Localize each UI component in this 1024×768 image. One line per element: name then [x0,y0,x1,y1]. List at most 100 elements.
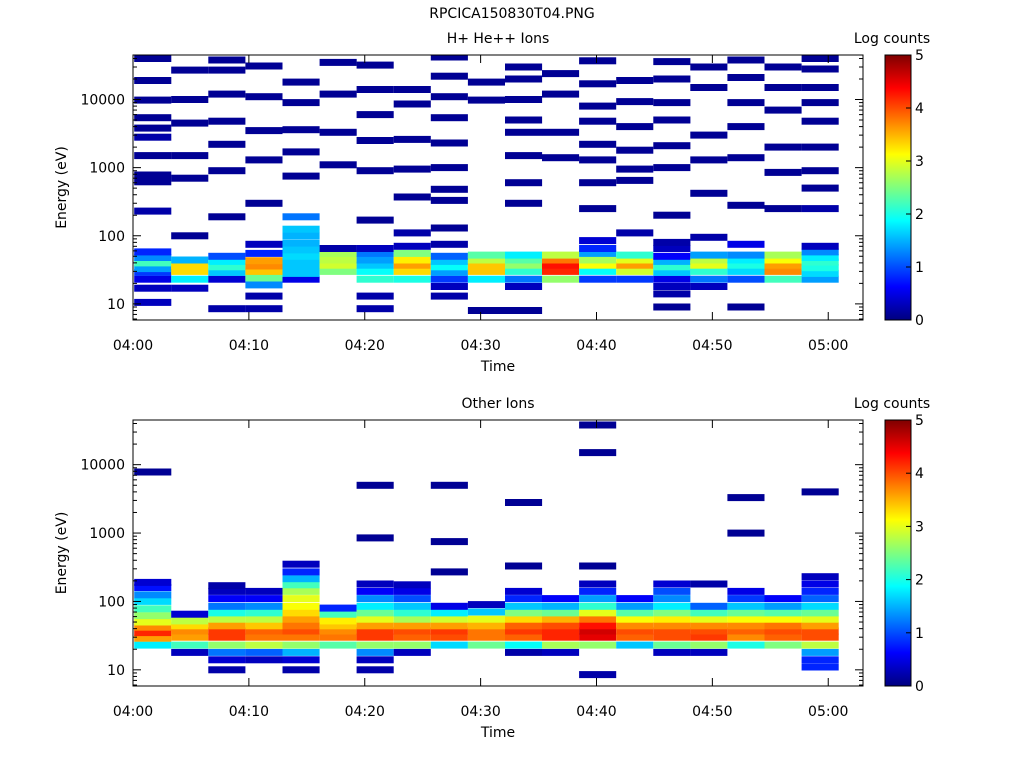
x-tick-label: 04:10 [229,338,269,354]
heatmap-cell [356,61,394,69]
heatmap-cell [171,275,209,283]
heatmap-cell [764,602,802,610]
heatmap-cell [801,117,839,125]
axes-frame [132,419,864,687]
heatmap-cell [319,610,357,618]
heatmap-cell [208,56,246,64]
heatmap-cell [690,233,728,241]
panel-title: Other Ions [461,396,534,412]
heatmap-cell [208,252,246,260]
heatmap-cell [505,267,543,275]
heatmap-cell [245,627,283,635]
heatmap-cell [245,305,283,313]
heatmap-cell [801,627,839,635]
heatmap-cell [505,256,543,264]
heatmap-cell [393,581,431,589]
heatmap-cell [616,77,654,84]
heatmap-cell [653,303,691,311]
heatmap-cell [356,641,394,649]
heatmap-cell [727,587,765,595]
heatmap-cell [616,609,654,617]
heatmap-cell [393,261,431,269]
heatmap-cell [653,602,691,610]
heatmap-cell [505,648,543,656]
heatmap-cell [579,256,617,264]
heatmap-cell [134,618,172,626]
heatmap-cell [356,111,394,119]
heatmap-cell [134,207,172,215]
heatmap-cell [319,622,357,630]
heatmap-cell [727,261,765,269]
heatmap-cell [542,627,580,635]
heatmap-cell [467,622,505,630]
heatmap-cell [467,256,505,264]
heatmap-cell [505,128,543,136]
heatmap-cell [653,609,691,617]
heatmap-cell [134,124,172,132]
heatmap-cell [282,633,320,641]
heatmap-cell [356,292,394,300]
heatmap-cell [653,257,691,265]
heatmap-cell [653,633,691,641]
heatmap-cell [282,666,320,674]
heatmap-cell [653,99,691,107]
heatmap-cell [579,80,617,88]
heatmap-cell [245,281,283,289]
heatmap-cell [616,267,654,275]
heatmap-cell [393,242,431,250]
heatmap-cell [356,648,394,656]
heatmap-cell [282,587,320,595]
heatmap-cell [134,597,172,605]
heatmap-cells [134,55,839,314]
heatmap-cell [801,254,839,261]
heatmap-cell [616,261,654,269]
heatmap-cell [579,633,617,641]
heatmap-cell [356,580,394,588]
heatmap-cell [542,595,580,603]
heatmap-cell [653,587,691,595]
heatmap-cell [430,615,468,623]
heatmap-cell [727,641,765,649]
heatmap-cell [727,303,765,311]
heatmap-cell [653,580,691,588]
heatmap-cell [653,58,691,66]
heatmap-cell [282,581,320,589]
heatmap-cell [171,267,209,275]
heatmap-cell [616,251,654,259]
heatmap-cell [653,263,691,271]
heatmap-cell [579,671,617,679]
heatmap-cell [764,205,802,213]
heatmap-cell [653,595,691,603]
heatmap-cell [282,575,320,583]
heatmap-cell [542,275,580,283]
x-tick-label: 05:00 [808,338,848,354]
heatmap-cell [134,55,172,62]
y-tick-label: 1000 [89,526,125,542]
heatmap-cell [727,609,765,617]
heatmap-cell [467,307,505,314]
heatmap-cell [653,116,691,124]
x-tick-label: 04:40 [576,704,616,720]
heatmap-cell [208,275,246,283]
heatmap-cell [727,56,765,64]
heatmap-cell [356,481,394,489]
heatmap-cell [690,156,728,164]
heatmap-cell [579,615,617,623]
heatmap-cell [727,615,765,623]
heatmap-cell [764,609,802,617]
heatmap-cell [282,275,320,283]
heatmap-cell [505,602,543,610]
heatmap-cell [356,249,394,257]
heatmap-cell [653,283,691,290]
heatmap-cell [505,116,543,124]
heatmap-cell [801,595,839,603]
heatmap-cell [764,275,802,283]
heatmap-cell [356,622,394,630]
heatmap-cell [171,119,209,127]
heatmap-cell [356,633,394,641]
heatmap-cell [727,627,765,635]
heatmap-cell [727,275,765,283]
heatmap-cell [579,562,617,570]
heatmap-cell [542,251,580,259]
heatmap-cell [616,633,654,641]
